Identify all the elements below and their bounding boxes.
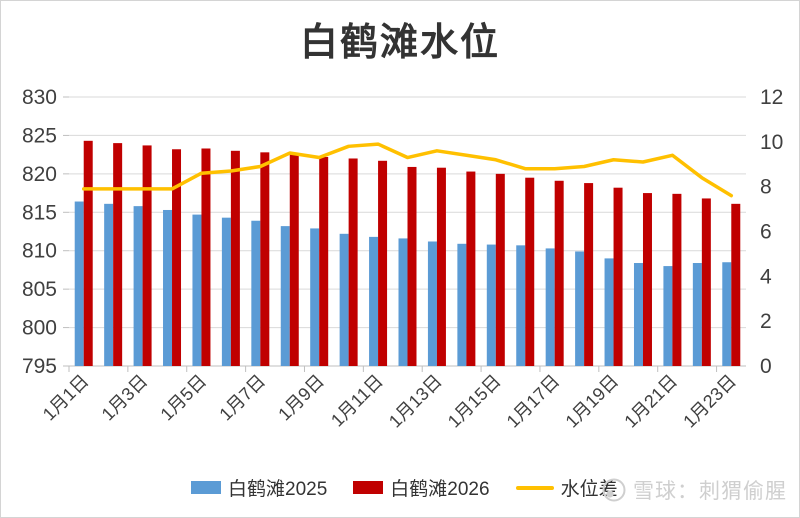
legend-label-2025: 白鹤滩2025 xyxy=(228,479,328,500)
x-label-1月17日: 1月17日 xyxy=(503,371,564,432)
bar-2025-1月13日 xyxy=(427,241,437,366)
legend-label-diff: 水位差 xyxy=(560,479,618,500)
bar-2026-1月21日 xyxy=(672,193,682,366)
y-axis-right-labels: 12 10 8 6 4 2 0 xyxy=(760,86,783,378)
bar-2025-1月6日 xyxy=(221,217,231,366)
bar-2025-1月10日 xyxy=(339,233,349,366)
bars-2025 xyxy=(74,201,732,366)
bar-2025-1月11日 xyxy=(369,236,379,366)
bar-2026-1月11日 xyxy=(378,160,388,366)
watermark: 雪球：刺猬偷腥 xyxy=(601,475,787,505)
x-label-1月9日: 1月9日 xyxy=(274,371,328,425)
bar-2025-1月9日 xyxy=(310,228,320,366)
svg-text:795: 795 xyxy=(22,355,57,378)
bar-2026-1月5日 xyxy=(201,148,211,366)
bars-2026 xyxy=(83,140,741,366)
bar-2026-1月7日 xyxy=(260,152,270,366)
svg-text:10: 10 xyxy=(760,131,783,154)
x-label-1月7日: 1月7日 xyxy=(215,371,269,425)
watermark-text: 雪球：刺猬偷腥 xyxy=(633,480,787,503)
x-label-1月1日: 1月1日 xyxy=(39,371,93,425)
diff-line xyxy=(81,142,734,198)
bar-2026-1月23日 xyxy=(731,203,741,366)
bar-2026-1月8日 xyxy=(289,153,299,366)
bar-2025-1月8日 xyxy=(280,226,290,366)
bar-2026-1月9日 xyxy=(319,156,329,366)
svg-text:4: 4 xyxy=(760,265,772,288)
snowball-logo-icon xyxy=(602,478,626,502)
bar-2025-1月2日 xyxy=(104,203,114,366)
bar-2025-1月7日 xyxy=(251,220,261,366)
svg-text:12: 12 xyxy=(760,86,783,109)
bar-2026-1月12日 xyxy=(407,166,417,366)
chart-legend: 白鹤滩2025 白鹤滩2026 水位差 xyxy=(191,474,618,501)
x-label-1月15日: 1月15日 xyxy=(444,371,505,432)
legend-item-2025: 白鹤滩2025 xyxy=(191,474,327,501)
bar-2026-1月1日 xyxy=(83,140,93,366)
x-label-1月19日: 1月19日 xyxy=(562,371,623,432)
svg-text:805: 805 xyxy=(22,278,57,301)
x-label-1月13日: 1月13日 xyxy=(385,371,446,432)
svg-text:2: 2 xyxy=(760,310,772,333)
bar-2025-1月14日 xyxy=(457,243,467,366)
bar-2026-1月4日 xyxy=(172,149,182,366)
bar-2026-1月15日 xyxy=(495,173,505,366)
x-label-1月5日: 1月5日 xyxy=(157,371,211,425)
legend-item-diff: 水位差 xyxy=(515,474,618,501)
x-label-1月21日: 1月21日 xyxy=(620,371,681,432)
x-axis-labels: 1月1日 1月3日 1月5日 1月7日 1月9日1月11日1月13日1月15日1月17日… xyxy=(39,371,740,432)
bar-2025-1月21日 xyxy=(663,266,673,366)
x-label-1月23日: 1月23日 xyxy=(679,371,740,432)
bar-2026-1月10日 xyxy=(348,158,358,366)
x-axis-ticks xyxy=(68,366,718,372)
bar-2025-1月23日 xyxy=(722,262,732,366)
bar-2026-1月22日 xyxy=(701,198,711,366)
bar-2025-1月3日 xyxy=(133,206,143,366)
yellow-line-swatch-icon xyxy=(515,485,554,490)
svg-text:815: 815 xyxy=(22,201,57,224)
bar-2025-1月20日 xyxy=(633,263,643,366)
bar-2026-1月20日 xyxy=(642,193,652,366)
bar-2025-1月1日 xyxy=(74,201,84,366)
svg-text:825: 825 xyxy=(22,124,57,147)
bar-2025-1月4日 xyxy=(163,209,173,366)
bar-2025-1月12日 xyxy=(398,238,408,366)
y-axis-left-labels: 830 825 820 815 810 805 800 795 xyxy=(22,86,57,378)
bar-2025-1月5日 xyxy=(192,214,202,366)
bar-2025-1月19日 xyxy=(604,258,614,366)
svg-text:0: 0 xyxy=(760,355,772,378)
bar-2025-1月18日 xyxy=(575,251,585,366)
bar-2025-1月17日 xyxy=(545,248,555,366)
red-bar-swatch-icon xyxy=(353,481,384,494)
bar-2026-1月16日 xyxy=(525,177,535,366)
bar-2025-1月16日 xyxy=(516,245,526,366)
svg-text:6: 6 xyxy=(760,221,772,244)
chart-title: 白鹤滩水位 xyxy=(299,22,500,64)
svg-text:810: 810 xyxy=(22,240,57,263)
svg-text:8: 8 xyxy=(760,176,772,199)
bar-2026-1月13日 xyxy=(436,167,446,366)
svg-text:820: 820 xyxy=(22,163,57,186)
bar-2026-1月6日 xyxy=(230,150,240,366)
bar-2025-1月15日 xyxy=(486,244,496,366)
legend-item-2026: 白鹤滩2026 xyxy=(353,474,490,501)
bar-2026-1月3日 xyxy=(142,145,152,366)
svg-text:830: 830 xyxy=(22,86,57,109)
bar-2025-1月22日 xyxy=(692,263,702,366)
bar-2026-1月19日 xyxy=(613,187,623,366)
x-label-1月3日: 1月3日 xyxy=(98,371,152,425)
x-label-1月11日: 1月11日 xyxy=(327,371,387,431)
legend-label-2026: 白鹤滩2026 xyxy=(390,479,490,500)
bar-2026-1月17日 xyxy=(554,180,564,366)
bar-2026-1月18日 xyxy=(584,183,594,366)
bar-2026-1月14日 xyxy=(466,171,476,366)
blue-bar-swatch-icon xyxy=(191,481,221,494)
svg-text:800: 800 xyxy=(22,317,57,340)
bar-2026-1月2日 xyxy=(113,143,123,366)
